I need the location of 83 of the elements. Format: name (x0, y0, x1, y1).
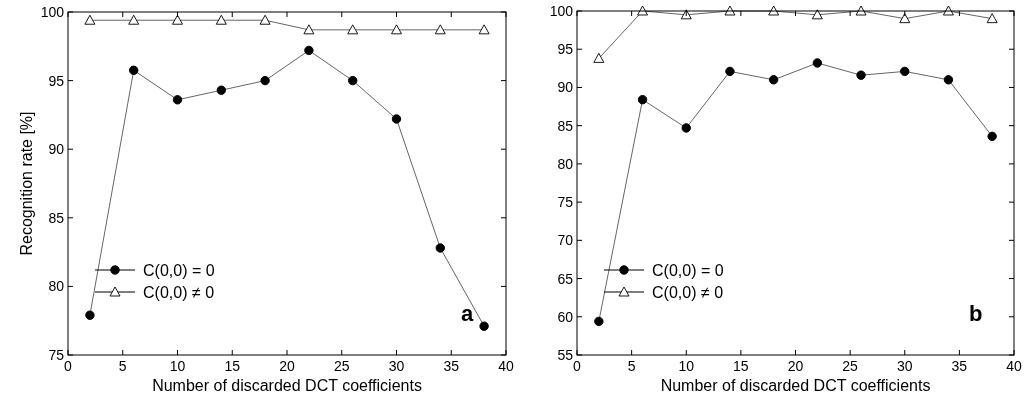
annotation: b (969, 301, 983, 326)
point (593, 52, 605, 63)
y-tick-label: 100 (40, 4, 65, 20)
legend-label: C(0,0) = 0 (652, 262, 724, 279)
point (637, 5, 648, 16)
x-tick-label: 5 (118, 358, 127, 374)
point (348, 75, 358, 86)
point (986, 13, 998, 24)
y-tick-label: 85 (48, 209, 65, 226)
point (856, 70, 866, 80)
x-tick-label: 0 (573, 358, 582, 374)
legend-label: C(0,0) ≠ 0 (143, 284, 215, 301)
x-tick-label: 30 (388, 358, 405, 374)
x-tick-label: 35 (443, 358, 460, 374)
y-tick-label: 95 (557, 41, 574, 58)
point (85, 310, 95, 320)
y-tick-label: 65 (557, 270, 574, 287)
point (855, 5, 867, 16)
point (725, 66, 735, 77)
x-tick-label: 40 (1006, 358, 1022, 374)
x-tick-label: 5 (627, 358, 636, 374)
point (479, 321, 489, 331)
point (215, 14, 227, 25)
point (260, 75, 270, 86)
point (303, 24, 315, 35)
point (899, 13, 911, 24)
x-tick-label: 30 (896, 358, 913, 374)
point (768, 5, 780, 16)
x-tick-label: 25 (333, 358, 350, 374)
x-tick-label: 20 (279, 358, 295, 374)
legend-label: C(0,0) = 0 (143, 262, 215, 279)
y-tick-label: 90 (48, 141, 65, 158)
x-tick-label: 25 (842, 358, 859, 374)
point (172, 14, 183, 25)
point (216, 85, 226, 95)
y-tick-label: 60 (557, 308, 574, 325)
y-tick-label: 75 (48, 347, 65, 363)
y-tick-label: 55 (557, 347, 574, 363)
point (128, 14, 140, 25)
y-tick-label: 75 (557, 194, 574, 211)
y-tick-label: 90 (557, 79, 574, 96)
y-tick-label: 85 (557, 117, 574, 134)
legend-label: C(0,0) ≠ 0 (652, 284, 724, 301)
x-axis-title: Number of discarded DCT coefficients (660, 377, 931, 394)
point (768, 75, 779, 85)
x-tick-label: 20 (787, 358, 804, 374)
x-tick-label: 35 (951, 358, 968, 374)
x-axis-title: Number of discarded DCT coefficients (152, 377, 422, 394)
y-axis-title: Recognition rate [%] (18, 111, 35, 256)
point (434, 24, 446, 35)
point (811, 9, 823, 20)
point (724, 5, 736, 16)
point (304, 45, 314, 56)
y-tick-label: 95 (48, 72, 65, 89)
x-tick-label: 10 (678, 358, 695, 374)
y-tick-label: 80 (48, 278, 65, 295)
point (435, 243, 445, 253)
point (391, 114, 402, 124)
point (391, 24, 402, 35)
x-tick-label: 10 (169, 358, 186, 374)
x-tick-label: 15 (224, 358, 241, 374)
point (900, 66, 910, 77)
point (347, 24, 359, 35)
point (259, 14, 271, 25)
point (680, 9, 692, 20)
y-tick-label: 80 (557, 155, 574, 172)
point (943, 5, 954, 16)
point (84, 14, 96, 25)
x-tick-label: 15 (733, 358, 749, 374)
point (594, 316, 604, 327)
point (637, 94, 648, 105)
y-tick-label: 70 (557, 232, 574, 249)
point (172, 95, 183, 105)
point (943, 75, 954, 85)
x-tick-label: 0 (64, 358, 73, 374)
point (478, 24, 490, 35)
point (987, 131, 997, 142)
point (812, 58, 823, 68)
point (681, 123, 691, 133)
x-tick-label: 40 (498, 358, 514, 374)
y-tick-label: 100 (549, 3, 574, 19)
annotation: a (461, 301, 474, 326)
point (129, 65, 139, 76)
